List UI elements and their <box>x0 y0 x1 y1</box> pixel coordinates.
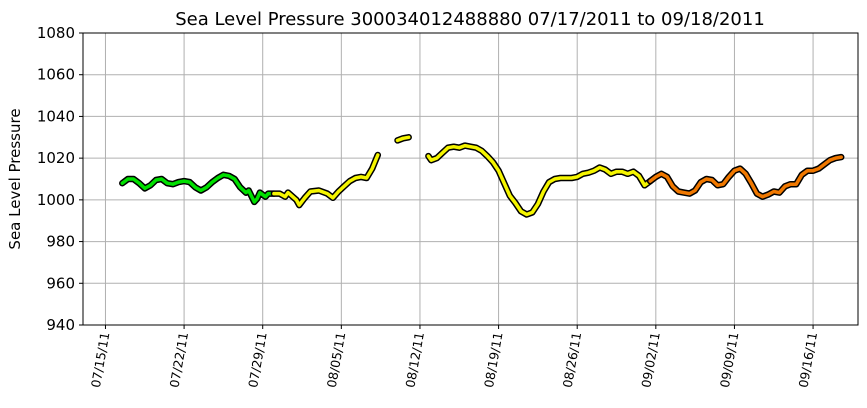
chart-title: Sea Level Pressure 300034012488880 07/17… <box>175 9 765 30</box>
y-tick-label: 1060 <box>37 66 75 84</box>
y-tick-label: 1080 <box>37 24 75 42</box>
series-line <box>648 155 843 199</box>
y-tick-label: 960 <box>46 274 75 292</box>
plot-frame <box>82 32 859 326</box>
y-tick-label: 940 <box>46 316 75 334</box>
y-tick-label: 980 <box>46 233 75 251</box>
series-line <box>395 135 411 143</box>
y-axis-label: Sea Level Pressure <box>6 108 24 249</box>
y-tick-label: 1040 <box>37 107 75 125</box>
series-line <box>120 173 276 204</box>
series-layer <box>119 134 845 218</box>
y-tick-label: 1000 <box>37 191 75 209</box>
series-line <box>272 153 380 207</box>
y-tick-label: 1020 <box>37 149 75 167</box>
series-line <box>426 143 652 217</box>
